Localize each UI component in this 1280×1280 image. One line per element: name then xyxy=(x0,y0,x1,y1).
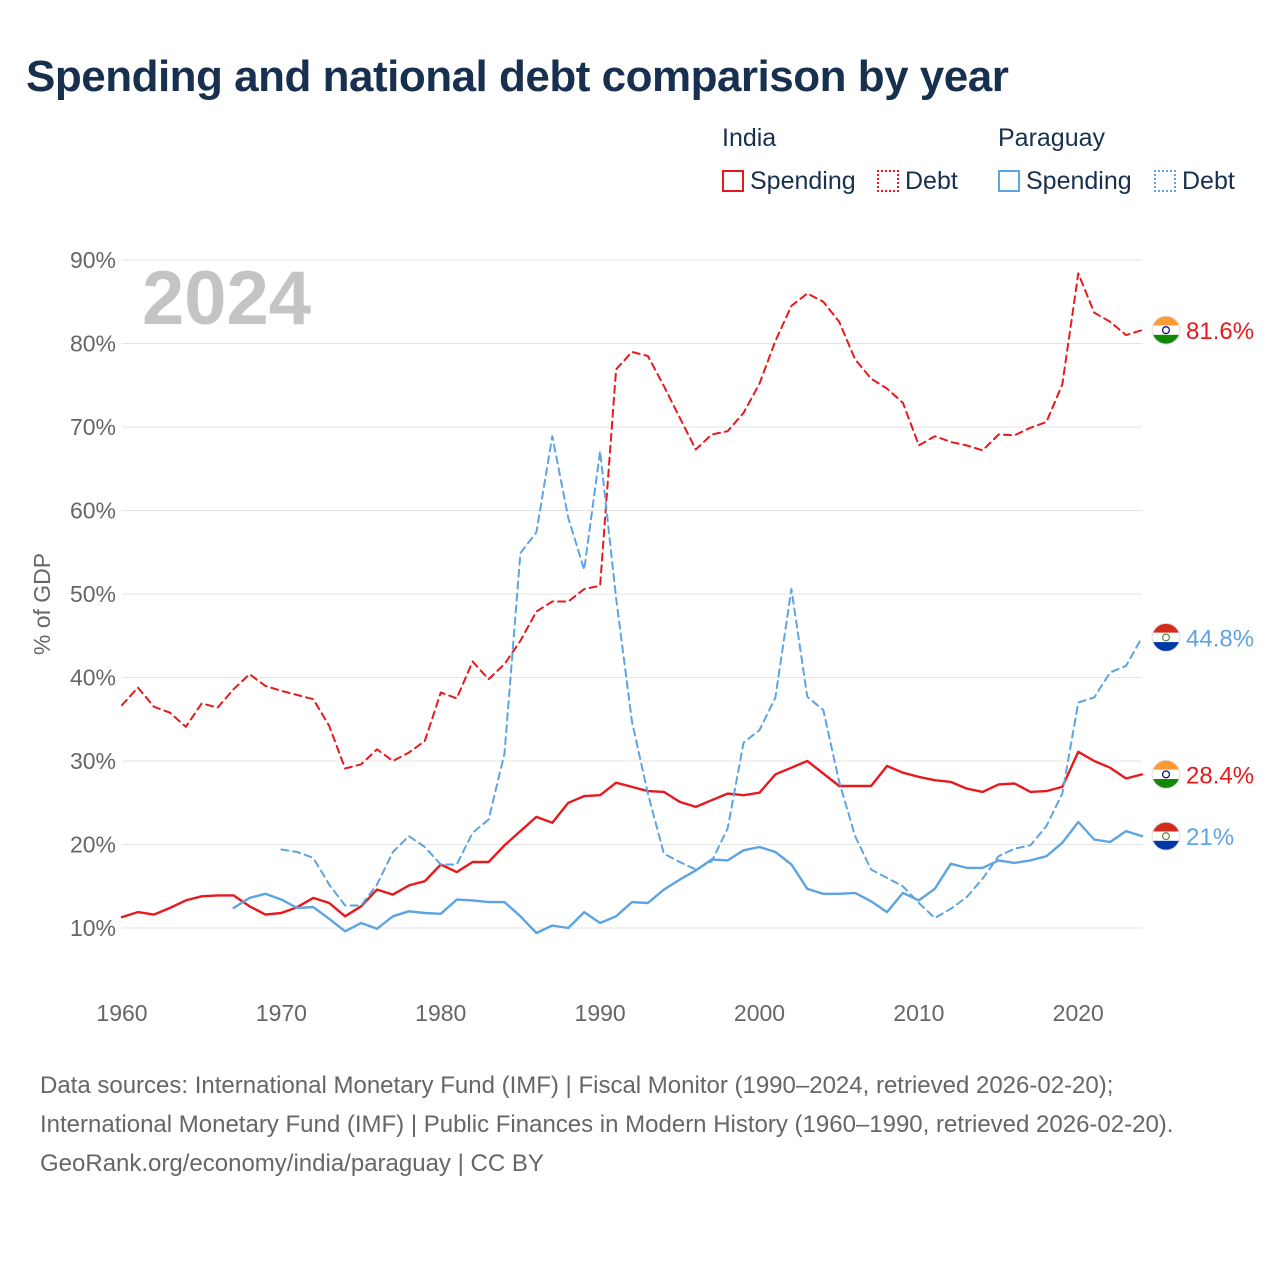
x-tick-label: 2000 xyxy=(734,1000,785,1026)
series-line-paraguay-debt xyxy=(280,435,1143,919)
x-tick-label: 1970 xyxy=(256,1000,307,1026)
legend-label: Spending xyxy=(1026,166,1132,195)
legend-swatch-dotted-icon xyxy=(1154,170,1176,192)
india-flag-icon xyxy=(1151,315,1181,345)
x-axis-ticks: 1960 1970 1980 1990 2000 2010 2020 xyxy=(96,1000,1103,1026)
end-value-label: 81.6% xyxy=(1186,318,1254,345)
x-tick-label: 2020 xyxy=(1053,1000,1104,1026)
legend-swatch-solid-icon xyxy=(998,170,1020,192)
y-tick-label: 20% xyxy=(70,832,116,858)
india-flag-icon xyxy=(1151,759,1181,789)
x-tick-label: 1960 xyxy=(96,1000,147,1026)
y-tick-label: 80% xyxy=(70,331,116,357)
paraguay-flag-icon xyxy=(1151,622,1181,652)
y-tick-label: 30% xyxy=(70,748,116,774)
series-lines xyxy=(120,272,1144,935)
x-tick-label: 2010 xyxy=(893,1000,944,1026)
data-sources: Data sources: International Monetary Fun… xyxy=(40,1072,1174,1138)
chart-title: Spending and national debt comparison by… xyxy=(26,52,1009,101)
end-markers: 81.6% 44.8% 28.4% 21% xyxy=(1151,315,1254,851)
y-tick-label: 10% xyxy=(70,915,116,941)
legend-paraguay-spending[interactable]: Spending xyxy=(998,166,1132,196)
legend-swatch-solid-icon xyxy=(722,170,744,192)
y-tick-label: 60% xyxy=(70,498,116,524)
footer: Data sources: International Monetary Fun… xyxy=(40,1066,1240,1183)
y-tick-label: 50% xyxy=(70,581,116,607)
gridlines xyxy=(122,259,1142,929)
year-watermark: 2024 xyxy=(142,256,311,341)
end-value-label: 21% xyxy=(1186,824,1234,851)
legend-india-debt[interactable]: Debt xyxy=(877,166,958,196)
legend-label: Debt xyxy=(905,166,958,195)
attribution: GeoRank.org/economy/india/paraguay | CC … xyxy=(40,1150,544,1177)
series-line-india-spending xyxy=(120,750,1144,919)
legend-paraguay-debt[interactable]: Debt xyxy=(1154,166,1235,196)
line-chart: 2024 10% 20% 30% 40% 50% 60% 70% 80% 90% 1960 197… xyxy=(29,247,1254,1026)
y-axis-ticks: 10% 20% 30% 40% 50% 60% 70% 80% 90% xyxy=(70,247,116,941)
legend-country-paraguay: Paraguay xyxy=(998,124,1106,152)
legend-label: Spending xyxy=(750,166,856,195)
y-axis-label: % of GDP xyxy=(29,553,55,655)
y-tick-label: 70% xyxy=(70,414,116,440)
legend-swatch-dotted-icon xyxy=(877,170,899,192)
y-tick-label: 40% xyxy=(70,665,116,691)
x-tick-label: 1990 xyxy=(575,1000,626,1026)
series-line-india-debt xyxy=(121,272,1143,770)
legend-country-india: India xyxy=(722,124,777,152)
end-value-label: 44.8% xyxy=(1186,625,1254,652)
legend-india-spending[interactable]: Spending xyxy=(722,166,856,196)
x-tick-label: 1980 xyxy=(415,1000,466,1026)
paraguay-flag-icon xyxy=(1151,821,1181,851)
end-value-label: 28.4% xyxy=(1186,762,1254,789)
y-tick-label: 90% xyxy=(70,247,116,273)
series-line-paraguay-spending xyxy=(232,820,1144,935)
legend-label: Debt xyxy=(1182,166,1235,195)
